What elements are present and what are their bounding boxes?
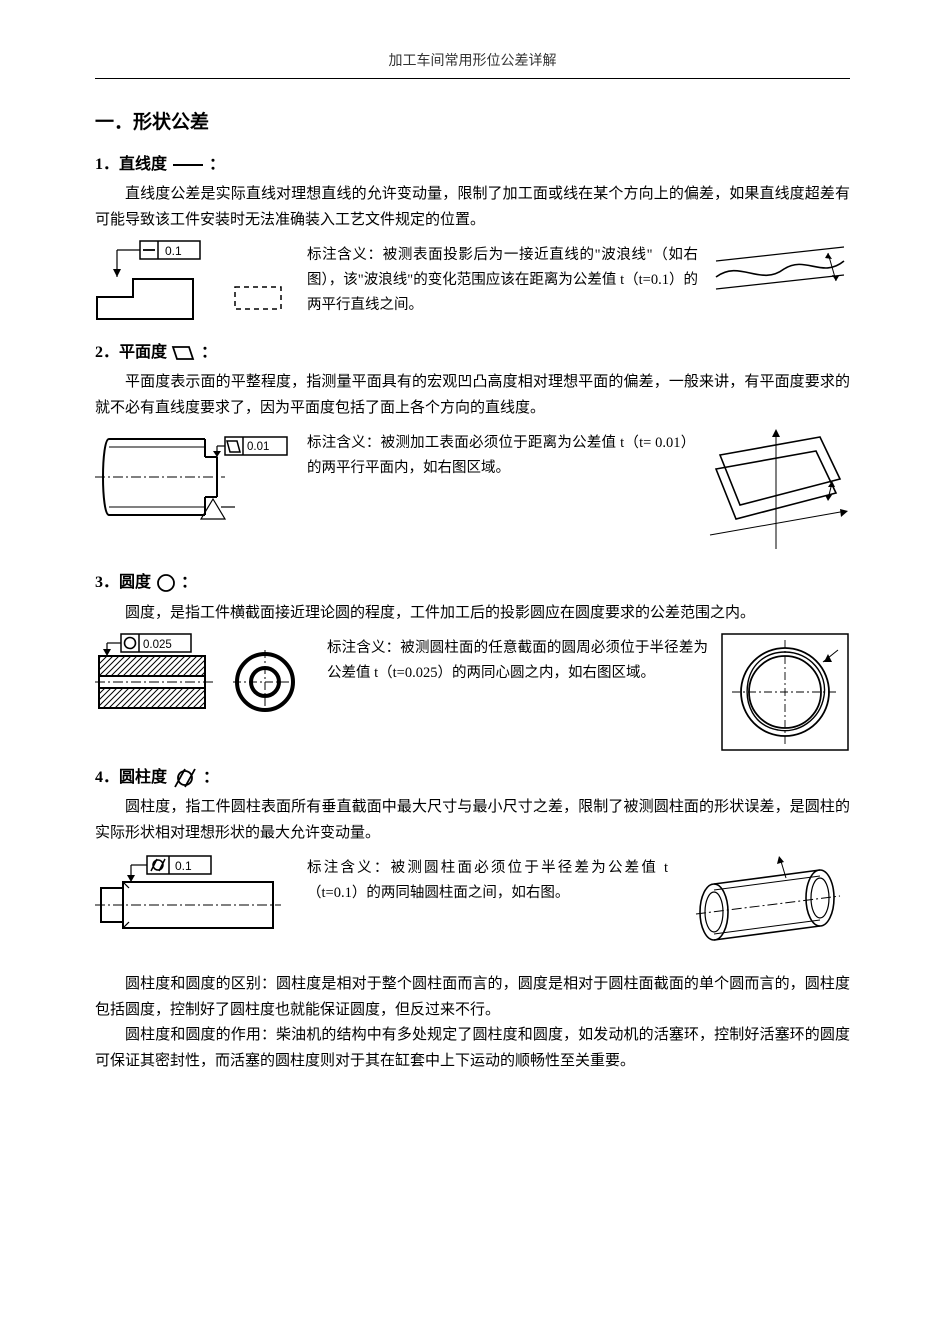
sub-title-2: 2．平面度 ： xyxy=(95,339,850,366)
s1-tol-value: 0.1 xyxy=(165,244,182,258)
header-rule xyxy=(95,78,850,79)
sub3-suffix: ： xyxy=(181,569,197,596)
s3-annotation: 标注含义：被测圆柱面的任意截面的圆周必须位于半径差为公差值 t（t=0.025）… xyxy=(327,632,708,685)
s2-tol-value: 0.01 xyxy=(247,441,269,453)
section-title: 一．形状公差 xyxy=(95,107,850,139)
page-header: 加工车间常用形位公差详解 xyxy=(95,50,850,74)
s1-left-diagram: 0.1 xyxy=(95,239,295,327)
cylindricity-symbol-icon xyxy=(171,767,199,789)
sub4-suffix: ： xyxy=(203,764,219,791)
sub-title-3: 3．圆度 ： xyxy=(95,569,850,596)
sub1-suffix: ： xyxy=(209,151,225,178)
s2-right-diagram xyxy=(700,427,850,557)
s4-annotation: 标注含义：被测圆柱面必须位于半径差为公差值 t（t=0.1）的两同轴圆柱面之间，… xyxy=(307,852,668,905)
s3-row: 0.025 标注含义：被测圆柱面的任意截面的圆周必须位于半径差为公差值 t（t=… xyxy=(95,632,850,752)
s4-left-diagram: 0.1 xyxy=(95,852,295,942)
sub2-prefix: 2．平面度 xyxy=(95,339,167,366)
s2-intro: 平面度表示面的平整程度，指测量平面具有的宏观凹凸高度相对理想平面的偏差，一般来讲… xyxy=(95,370,850,421)
sub-title-4: 4．圆柱度 ： xyxy=(95,764,850,791)
s4-tol-value: 0.1 xyxy=(175,859,192,873)
s3-tol-value: 0.025 xyxy=(143,639,172,651)
sub1-prefix: 1．直线度 xyxy=(95,151,167,178)
circularity-symbol-icon xyxy=(155,572,177,594)
s4-intro: 圆柱度，指工件圆柱表面所有垂直截面中最大尺寸与最小尺寸之差，限制了被测圆柱面的形… xyxy=(95,795,850,846)
s4-use: 圆柱度和圆度的作用：柴油机的结构中有多处规定了圆柱度和圆度，如发动机的活塞环，控… xyxy=(95,1023,850,1074)
s4-row: 0.1 标注含义：被测圆柱面必须位于半径差为公差值 t（t=0.1）的两同轴圆柱… xyxy=(95,852,850,962)
sub3-prefix: 3．圆度 xyxy=(95,569,151,596)
s3-right-diagram xyxy=(720,632,850,752)
s1-intro: 直线度公差是实际直线对理想直线的允许变动量，限制了加工面或线在某个方向上的偏差，… xyxy=(95,182,850,233)
s2-annotation: 标注含义：被测加工表面必须位于距离为公差值 t（t= 0.01）的两平行平面内，… xyxy=(307,427,688,480)
s2-left-diagram: 0.01 xyxy=(95,427,295,527)
s1-annotation: 标注含义：被测表面投影后为一接近直线的"波浪线"（如右图），该"波浪线"的变化范… xyxy=(307,239,698,317)
flatness-symbol-icon xyxy=(171,344,197,362)
s1-row: 0.1 标注含义：被测表面投影后为一接近直线的"波浪线"（如右图），该"波浪线"… xyxy=(95,239,850,327)
s1-right-diagram xyxy=(710,239,850,311)
s3-intro: 圆度，是指工件横截面接近理论圆的程度，工件加工后的投影圆应在圆度要求的公差范围之… xyxy=(95,601,850,627)
s4-right-diagram xyxy=(680,852,850,962)
sub2-suffix: ： xyxy=(201,339,217,366)
sub-title-1: 1．直线度 ： xyxy=(95,151,850,178)
s4-diff: 圆柱度和圆度的区别：圆柱度是相对于整个圆柱面而言的，圆度是相对于圆柱面截面的单个… xyxy=(95,972,850,1023)
s3-left-diagram: 0.025 xyxy=(95,632,315,732)
sub4-prefix: 4．圆柱度 xyxy=(95,764,167,791)
s2-row: 0.01 标注含义：被测加工表面必须位于距离为公差值 t（t= 0.01）的两平… xyxy=(95,427,850,557)
straightness-symbol-icon xyxy=(171,158,205,172)
